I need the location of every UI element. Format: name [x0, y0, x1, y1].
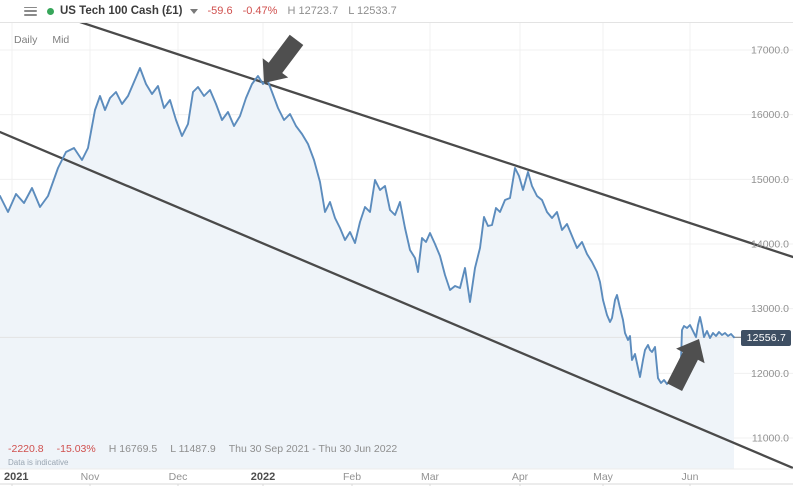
period-range: Thu 30 Sep 2021 - Thu 30 Jun 2022 — [228, 443, 398, 455]
x-axis-label: Jun — [682, 471, 699, 483]
chart-toolbar: Daily Mid — [14, 34, 69, 46]
market-status-dot — [47, 7, 54, 15]
header-change-pct: -0.47% — [242, 5, 278, 17]
y-axis-label: 17000.0 — [751, 45, 789, 57]
lower-channel-line[interactable] — [0, 130, 793, 469]
x-axis-label: Dec — [169, 471, 188, 483]
x-axis-label: 2022 — [251, 471, 275, 483]
x-axis-label: Apr — [512, 471, 529, 483]
y-axis-label: 16000.0 — [751, 109, 789, 121]
x-axis-label: Nov — [81, 471, 100, 483]
x-axis-label: May — [593, 471, 614, 483]
timeframe-daily-tab[interactable]: Daily — [14, 34, 38, 46]
upper-channel-line[interactable] — [0, 0, 793, 259]
header-low: L 12533.7 — [348, 5, 397, 17]
period-low: L 11487.9 — [170, 443, 216, 455]
instrument-name[interactable]: US Tech 100 Cash (£1) — [60, 5, 183, 17]
rebound-arrow-icon — [666, 339, 705, 391]
header-change: -59.6 — [207, 5, 233, 17]
period-change: -2220.8 — [8, 443, 44, 455]
chevron-down-icon[interactable] — [189, 8, 198, 14]
period-stats: -2220.8 -15.03% H 16769.5 L 11487.9 Thu … — [8, 443, 397, 455]
x-axis-label: Mar — [421, 471, 440, 483]
y-axis-label: 15000.0 — [751, 174, 789, 186]
period-high: H 16769.5 — [108, 443, 158, 455]
price-area-fill — [0, 68, 734, 469]
y-axis-label: 14000.0 — [751, 239, 789, 251]
resistance-touch-arrow-icon — [262, 34, 304, 83]
x-axis-label: Feb — [343, 471, 361, 483]
data-indicative-note: Data is indicative — [8, 458, 69, 467]
y-axis-label: 11000.0 — [752, 433, 789, 445]
period-change-pct: -15.03% — [56, 443, 96, 455]
price-type-mid-tab[interactable]: Mid — [52, 34, 70, 46]
x-axis-label: 2021 — [4, 471, 28, 483]
hamburger-menu-icon[interactable] — [24, 6, 37, 16]
price-line-series — [0, 67, 735, 386]
instrument-header: US Tech 100 Cash (£1) -59.6 -0.47% H 127… — [0, 0, 793, 23]
y-axis-label: 13000.0 — [751, 303, 789, 315]
last-price-tag: 12556.7 — [740, 330, 791, 346]
header-high: H 12723.7 — [287, 5, 339, 17]
y-axis-label: 12000.0 — [751, 368, 789, 380]
